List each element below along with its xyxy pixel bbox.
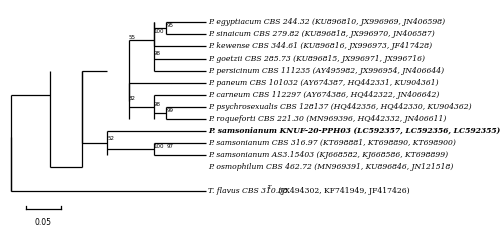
Text: P. sinaicum CBS 279.82 (KU896818, JX996970, JN406587): P. sinaicum CBS 279.82 (KU896818, JX9969… [208,30,435,38]
Text: P. carneum CBS 112297 (AY674386, HQ442322, JN406642): P. carneum CBS 112297 (AY674386, HQ44232… [208,91,440,99]
Text: P. samsonianum KNUF-20-PPH03 (LC592357, LC592356, LC592355): P. samsonianum KNUF-20-PPH03 (LC592357, … [208,127,500,135]
Text: T. flavus CBS 310.38: T. flavus CBS 310.38 [208,187,288,195]
Text: 100: 100 [154,29,164,34]
Text: 0.05: 0.05 [35,218,52,227]
Text: P. persicinum CBS 111235 (AY495982, JX996954, JN406644): P. persicinum CBS 111235 (AY495982, JX99… [208,67,444,75]
Text: 100: 100 [154,144,164,149]
Text: P. goetzii CBS 285.73 (KU896815, JX996971, JX996716): P. goetzii CBS 285.73 (KU896815, JX99697… [208,55,426,62]
Text: T: T [268,185,271,190]
Text: P. samsonianum AS3.15403 (KJ668582, KJ668586, KT698899): P. samsonianum AS3.15403 (KJ668582, KJ66… [208,151,448,159]
Text: P. psychrosexualis CBS 128137 (HQ442356, HQ442330, KU904362): P. psychrosexualis CBS 128137 (HQ442356,… [208,103,472,111]
Text: P. samsonianum CBS 316.97 (KT698881, KT698890, KT698900): P. samsonianum CBS 316.97 (KT698881, KT6… [208,139,456,147]
Text: P. osmophilum CBS 462.72 (MN969391, KU896846, JN121518): P. osmophilum CBS 462.72 (MN969391, KU89… [208,163,454,171]
Text: 97: 97 [166,144,173,149]
Text: 55: 55 [128,35,136,40]
Text: P. roqueforti CBS 221.30 (MN969396, HQ442332, JN406611): P. roqueforti CBS 221.30 (MN969396, HQ44… [208,115,446,123]
Text: (JX494302, KF741949, JF417426): (JX494302, KF741949, JF417426) [276,187,409,195]
Text: 95: 95 [166,23,173,28]
Text: 98: 98 [154,102,160,107]
Text: 98: 98 [154,51,160,56]
Text: 52: 52 [108,136,114,141]
Text: P. kewense CBS 344.61 (KU896816, JX996973, JF417428): P. kewense CBS 344.61 (KU896816, JX99697… [208,42,432,50]
Text: P. paneum CBS 101032 (AY674387, HQ442331, KU904361): P. paneum CBS 101032 (AY674387, HQ442331… [208,79,439,87]
Text: 82: 82 [128,96,136,101]
Text: 99: 99 [166,108,173,113]
Text: P. egyptiacum CBS 244.32 (KU896810, JX996969, JN406598): P. egyptiacum CBS 244.32 (KU896810, JX99… [208,18,446,26]
